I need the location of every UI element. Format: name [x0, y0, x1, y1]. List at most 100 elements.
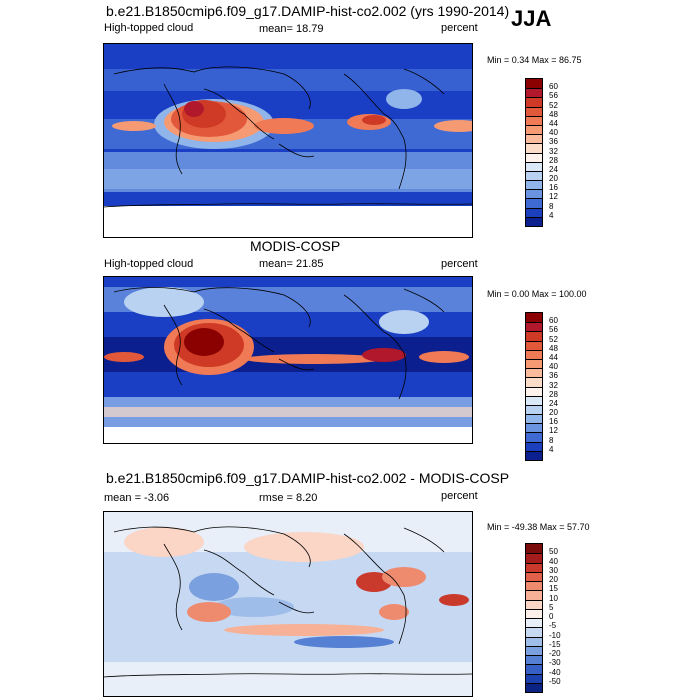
colorbar-tick-label: 28 — [549, 389, 558, 399]
colorbar-tick-label: 4 — [549, 210, 554, 220]
colorbar-swatch — [526, 627, 542, 637]
colorbar-tick-label: 4 — [549, 444, 554, 454]
colorbar-tick-label: 10 — [549, 593, 558, 603]
colorbar-swatch — [526, 571, 542, 581]
colorbar-swatch — [526, 450, 542, 460]
colorbar-swatch — [526, 682, 542, 692]
colorbar-tick-label: -10 — [549, 630, 561, 640]
colorbar-tick-label: -20 — [549, 649, 561, 658]
panel1-title: b.e21.B1850cmip6.f09_g17.DAMIP-hist-co2.… — [106, 3, 510, 19]
panel2-map-field — [104, 277, 472, 443]
colorbar-tick-label: 56 — [549, 91, 558, 101]
panel2-title: MODIS-COSP — [250, 238, 341, 254]
panel2-variable-label: High-topped cloud — [104, 258, 194, 270]
colorbar-swatch — [526, 207, 542, 217]
colorbar-tick-label: -15 — [549, 639, 561, 649]
colorbar-swatch — [526, 216, 542, 226]
panel2-map — [103, 276, 473, 444]
colorbar-tick-label: 50 — [549, 547, 558, 557]
panel1-map-field — [104, 44, 472, 237]
colorbar-swatch — [526, 161, 542, 171]
colorbar-tick-label: 60 — [549, 316, 558, 326]
colorbar-swatch — [526, 152, 542, 162]
colorbar-swatch — [526, 441, 542, 451]
colorbar-tick-label: 40 — [549, 362, 558, 372]
panel2-units-label: percent — [441, 258, 478, 270]
panel1-mean-label: mean= 18.79 — [259, 23, 324, 35]
colorbar-swatch — [526, 331, 542, 341]
colorbar-swatch — [526, 88, 542, 98]
colorbar-tick-label: 36 — [549, 371, 558, 381]
panel3-mean-label: mean = -3.06 — [104, 492, 170, 504]
panel3-minmax: Min = -49.38 Max = 57.70 — [487, 522, 590, 532]
colorbar-swatch — [526, 432, 542, 442]
colorbar-tick-label: 40 — [549, 128, 558, 138]
colorbar-swatch — [526, 386, 542, 396]
colorbar-tick-label: 16 — [549, 417, 558, 427]
panel3-map — [103, 511, 473, 697]
colorbar-swatch — [526, 313, 542, 323]
colorbar-swatch — [526, 590, 542, 600]
colorbar-swatch — [526, 143, 542, 153]
colorbar-tick-label: 36 — [549, 137, 558, 147]
colorbar-swatch — [526, 608, 542, 618]
colorbar-tick-label: 44 — [549, 118, 558, 128]
season-label: JJA — [511, 6, 552, 31]
colorbar-swatch — [526, 170, 542, 181]
colorbar-swatch — [526, 198, 542, 208]
colorbar-tick-label: 30 — [549, 565, 558, 575]
panel3-units-label: percent — [441, 490, 478, 502]
colorbar-swatch — [526, 322, 542, 332]
colorbar-swatch — [526, 79, 542, 89]
colorbar-tick-label: 44 — [549, 352, 558, 362]
colorbar-swatch — [526, 562, 542, 572]
colorbar-tick-label: 12 — [549, 192, 558, 202]
panel1-variable-label: High-topped cloud — [104, 22, 194, 34]
colorbar-tick-label: 20 — [549, 174, 558, 184]
colorbar-swatch — [526, 97, 542, 107]
colorbar-swatch — [526, 423, 542, 433]
colorbar-swatch — [526, 673, 542, 683]
colorbar-tick-label: 48 — [549, 343, 558, 353]
panel1-minmax: Min = 0.34 Max = 86.75 — [487, 55, 582, 65]
panel1-colorbar — [525, 78, 543, 227]
colorbar-swatch — [526, 655, 542, 665]
colorbar-swatch — [526, 358, 542, 369]
panel3-title: b.e21.B1850cmip6.f09_g17.DAMIP-hist-co2.… — [106, 470, 510, 486]
panel3-colorbar — [525, 543, 543, 693]
panel2-colorbar — [525, 312, 543, 461]
colorbar-tick-label: -5 — [549, 621, 557, 631]
colorbar-tick-label: 28 — [549, 155, 558, 165]
colorbar-tick-label: 56 — [549, 325, 558, 335]
colorbar-tick-label: -50 — [549, 676, 561, 686]
colorbar-tick-label: 15 — [549, 584, 558, 594]
colorbar-tick-label: 20 — [549, 575, 558, 584]
colorbar-swatch — [526, 115, 542, 125]
colorbar-swatch — [526, 349, 542, 359]
colorbar-tick-label: -40 — [549, 667, 561, 677]
colorbar-tick-label: -30 — [549, 658, 561, 668]
colorbar-tick-label: 5 — [549, 602, 554, 612]
colorbar-tick-label: 24 — [549, 398, 558, 408]
colorbar-swatch — [526, 124, 542, 135]
colorbar-swatch — [526, 664, 542, 674]
colorbar-swatch — [526, 340, 542, 350]
colorbar-tick-label: 52 — [549, 100, 558, 110]
panel3-map-field — [104, 512, 472, 696]
colorbar-swatch — [526, 395, 542, 405]
colorbar-swatch — [526, 599, 542, 609]
colorbar-tick-label: 24 — [549, 164, 558, 174]
colorbar-tick-label: 52 — [549, 334, 558, 344]
colorbar-tick-label: 8 — [549, 201, 554, 211]
panel2-minmax: Min = 0.00 Max = 100.00 — [487, 289, 587, 299]
colorbar-swatch — [526, 180, 542, 190]
colorbar-tick-label: 60 — [549, 82, 558, 92]
colorbar-tick-label: 12 — [549, 426, 558, 436]
panel2-mean-label: mean= 21.85 — [259, 258, 324, 270]
colorbar-tick-label: 32 — [549, 380, 558, 390]
colorbar-swatch — [526, 414, 542, 424]
panel1-map — [103, 43, 473, 238]
colorbar-tick-label: 40 — [549, 556, 558, 566]
colorbar-swatch — [526, 553, 542, 563]
colorbar-swatch — [526, 368, 542, 378]
